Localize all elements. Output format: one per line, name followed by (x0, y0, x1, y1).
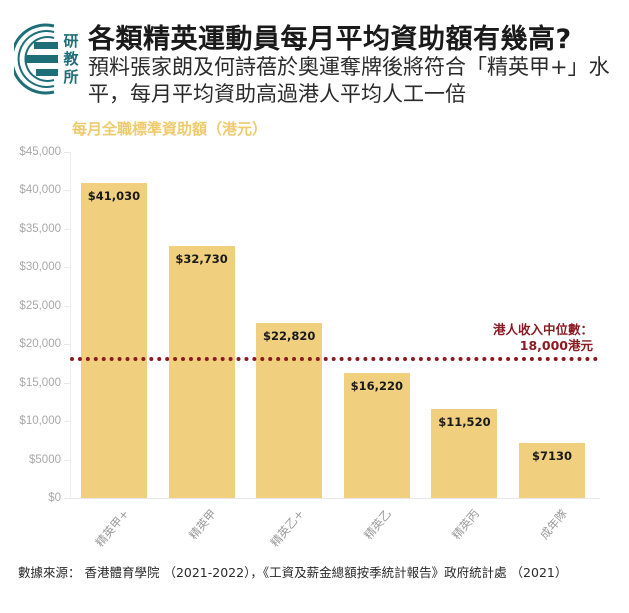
y-tick-label: $45,000 (19, 146, 61, 158)
bar-value-label: $32,730 (175, 252, 228, 267)
y-tick-mark (64, 498, 70, 499)
y-tick-mark (64, 190, 70, 192)
chart-title: 每月全職標準資助額（港元） (72, 120, 268, 138)
bar-2 (256, 322, 323, 498)
bar-3 (343, 373, 410, 498)
y-tick-label: $0 (48, 492, 61, 504)
y-tick-mark (64, 305, 70, 307)
svg-text:教: 教 (62, 50, 79, 68)
y-tick-label: $40,000 (19, 184, 61, 197)
y-tick-mark (64, 344, 70, 346)
bar-value-label: $22,820 (262, 328, 316, 343)
page-subtitle: 預料張家朗及何詩蓓於奧運奪牌後將符合「精英甲+」水平，每月平均資助高過港人平均人… (88, 55, 610, 106)
median-income-line (70, 357, 598, 361)
x-tick-label: 精英甲+ (92, 506, 132, 550)
y-axis (70, 152, 71, 498)
page-title: 各類精英運動員每月平均資助額有幾高? (88, 24, 572, 55)
x-tick-label: 成年隊 (536, 506, 570, 543)
x-tick-label: 精英甲 (186, 506, 220, 543)
y-tick-label: $15,000 (19, 376, 61, 389)
median-label-line1: 港人收入中位數： (492, 322, 593, 337)
svg-text:研: 研 (63, 32, 78, 50)
y-tick-label: $30,000 (19, 261, 61, 274)
median-income-label: 港人收入中位數： 18,000港元 (493, 322, 593, 354)
svg-text:所: 所 (63, 68, 78, 86)
y-tick-label: $25,000 (19, 299, 61, 312)
data-source-note: 數據來源： 香港體育學院 （2021-2022），《工資及薪金總額按季統計報告》… (18, 565, 568, 580)
bar-value-label: $41,030 (87, 188, 141, 203)
y-tick-mark (64, 421, 70, 423)
y-tick-mark (64, 152, 70, 153)
y-tick-label: $5000 (29, 453, 61, 466)
x-tick-label: 精英丙 (448, 506, 482, 543)
y-tick-mark (64, 228, 70, 230)
x-tick-label: 精英乙+ (267, 506, 307, 550)
y-tick-label: $35,000 (19, 222, 61, 235)
logo-icon: 研 教 所 (10, 23, 79, 95)
bar-value-label: $7130 (531, 449, 572, 464)
median-label-line2: 18,000港元 (519, 338, 593, 353)
bar-value-label: $16,220 (350, 379, 403, 394)
x-axis (70, 498, 600, 499)
bar-4 (431, 409, 498, 498)
x-tick-label: 精英乙 (361, 506, 395, 543)
y-tick-mark (64, 382, 70, 384)
bar-value-label: $11,520 (438, 415, 491, 430)
research-institute-logo: 研 教 所 (10, 18, 84, 98)
bar-0 (81, 182, 147, 498)
bar-5 (519, 443, 585, 498)
y-tick-mark (64, 459, 70, 461)
y-tick-mark (64, 267, 70, 269)
y-tick-label: $10,000 (19, 415, 61, 428)
y-tick-label: $20,000 (19, 338, 61, 351)
bar-1 (168, 246, 235, 498)
